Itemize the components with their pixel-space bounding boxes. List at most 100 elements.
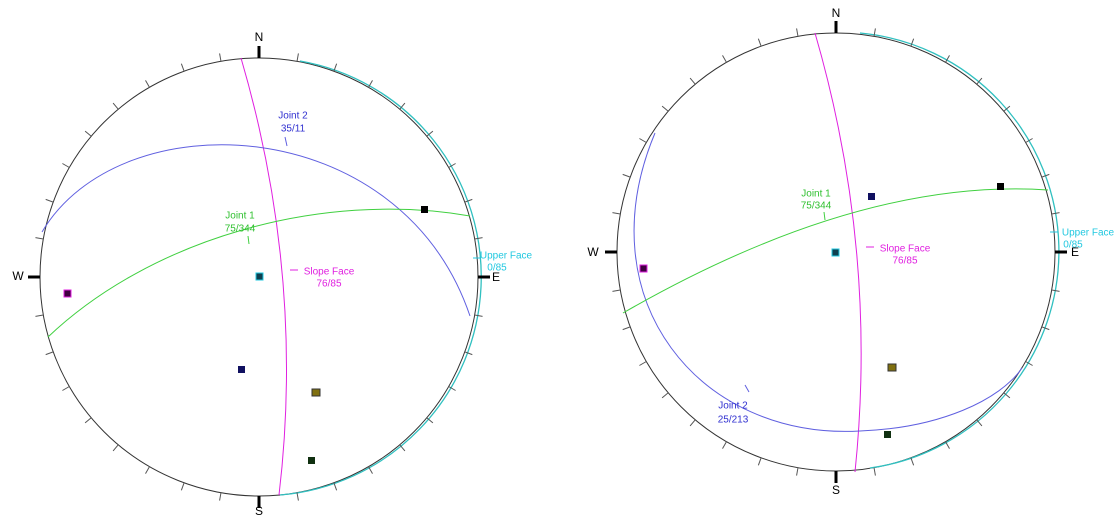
pole xyxy=(884,431,891,438)
degree-tick xyxy=(296,492,299,501)
degree-tick xyxy=(45,198,54,203)
label-tick xyxy=(744,384,750,393)
plane-name: Slope Face xyxy=(304,267,355,278)
degree-tick xyxy=(945,55,950,63)
degree-tick xyxy=(145,80,150,88)
pole xyxy=(421,206,428,213)
degree-tick xyxy=(910,457,915,466)
degree-tick xyxy=(426,130,434,137)
degree-tick xyxy=(622,326,631,331)
degree-tick xyxy=(45,351,54,356)
degree-tick xyxy=(35,314,44,317)
degree-tick xyxy=(639,138,647,143)
upper-face-circle xyxy=(859,32,1060,469)
degree-tick xyxy=(219,492,222,501)
degree-tick xyxy=(945,441,950,449)
plane-orientation: 35/11 xyxy=(281,124,306,135)
degree-tick xyxy=(464,351,473,356)
degree-tick xyxy=(426,417,434,424)
degree-tick xyxy=(84,417,92,424)
degree-tick xyxy=(689,419,696,427)
plane-orientation: 76/85 xyxy=(892,256,917,267)
degree-tick xyxy=(1025,361,1033,366)
slope-face-arc xyxy=(814,32,862,473)
degree-tick xyxy=(796,28,799,37)
degree-tick xyxy=(62,386,70,391)
degree-tick xyxy=(112,444,119,452)
degree-tick xyxy=(333,63,338,72)
degree-tick xyxy=(796,467,799,476)
pole xyxy=(868,193,875,200)
degree-tick xyxy=(976,77,983,85)
degree-tick xyxy=(661,392,669,399)
label-tick xyxy=(247,235,250,245)
degree-tick xyxy=(1041,326,1050,331)
degree-tick xyxy=(219,53,222,62)
degree-tick xyxy=(474,237,483,240)
plane-name: Joint 1 xyxy=(801,189,831,200)
east-label: E xyxy=(492,270,500,284)
plane-orientation: 75/344 xyxy=(225,224,256,235)
plane-name: Joint 1 xyxy=(225,211,255,222)
degree-tick xyxy=(910,38,915,47)
label-tick xyxy=(823,211,826,221)
degree-tick xyxy=(722,55,727,63)
pole xyxy=(308,457,315,464)
degree-tick xyxy=(1003,105,1011,112)
pole xyxy=(238,366,245,373)
degree-tick xyxy=(639,361,647,366)
degree-tick xyxy=(689,77,696,85)
joint-2-arc xyxy=(633,132,1023,432)
west-label: W xyxy=(12,269,24,283)
pole xyxy=(311,388,321,397)
degree-tick xyxy=(1051,212,1060,215)
degree-tick xyxy=(296,53,299,62)
north-label: N xyxy=(832,6,841,20)
south-label: S xyxy=(255,504,263,518)
plane-orientation: 76/85 xyxy=(316,279,341,290)
degree-tick xyxy=(448,386,456,391)
plane-name: Slope Face xyxy=(880,244,931,255)
degree-tick xyxy=(35,237,44,240)
pole xyxy=(887,363,897,372)
degree-tick xyxy=(976,419,983,427)
degree-tick xyxy=(1041,173,1050,178)
pole xyxy=(639,264,648,273)
degree-tick xyxy=(757,457,762,466)
degree-tick xyxy=(474,314,483,317)
degree-tick xyxy=(368,80,373,88)
south-label: S xyxy=(832,483,840,497)
plane-orientation: 0/85 xyxy=(1063,240,1083,251)
plane-orientation: 0/85 xyxy=(487,263,507,274)
degree-tick xyxy=(448,163,456,168)
pole xyxy=(831,248,840,257)
degree-tick xyxy=(399,102,406,110)
plane-name: Upper Face xyxy=(480,251,533,262)
degree-tick xyxy=(1025,138,1033,143)
slope-face-arc xyxy=(240,57,287,496)
degree-tick xyxy=(1051,289,1060,292)
stereonet-right: N S E W Joint 1 75/344 Slope Face 76/85 … xyxy=(587,6,1114,497)
degree-tick xyxy=(464,198,473,203)
joint-2-arc xyxy=(41,144,471,317)
north-label: N xyxy=(255,30,264,44)
degree-tick xyxy=(873,28,876,37)
degree-tick xyxy=(84,130,92,137)
degree-tick xyxy=(873,467,876,476)
plane-orientation: 75/344 xyxy=(801,201,832,212)
degree-tick xyxy=(112,102,119,110)
east-label: E xyxy=(1071,245,1079,259)
degree-tick xyxy=(722,441,727,449)
pole xyxy=(255,272,264,281)
degree-tick xyxy=(1003,392,1011,399)
degree-tick xyxy=(333,482,338,491)
degree-tick xyxy=(62,163,70,168)
degree-tick xyxy=(180,63,185,72)
plane-name: Joint 2 xyxy=(718,401,748,412)
joint-1-arc xyxy=(622,188,1049,314)
pole xyxy=(63,289,72,298)
degree-tick xyxy=(180,482,185,491)
degree-tick xyxy=(145,466,150,474)
